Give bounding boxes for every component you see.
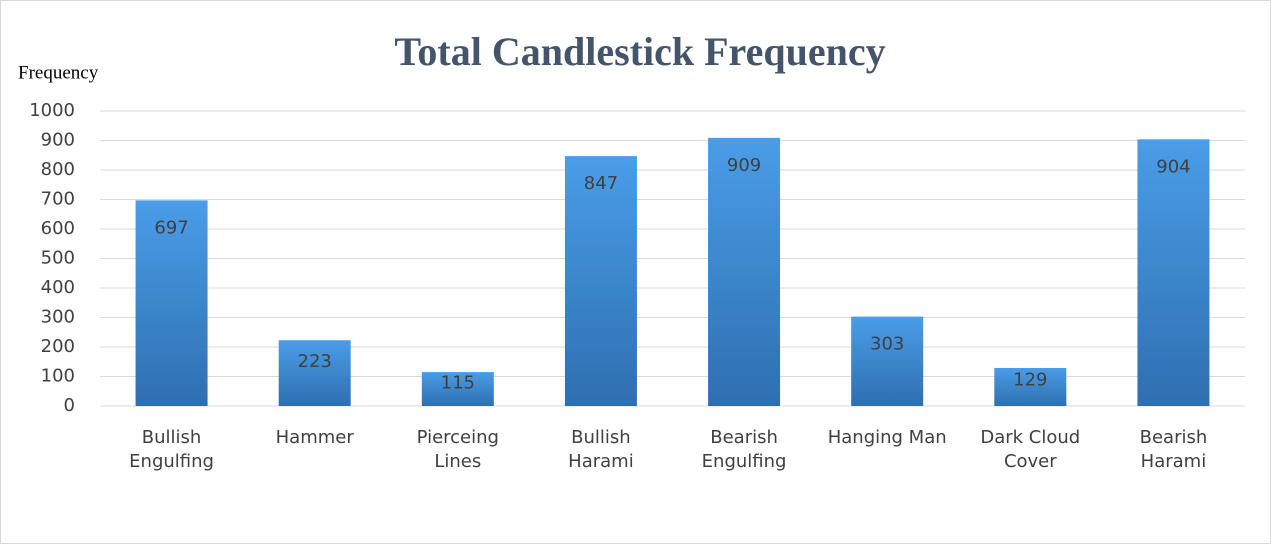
data-label: 115 bbox=[441, 372, 475, 393]
bar bbox=[994, 367, 1067, 406]
bar bbox=[135, 200, 208, 406]
x-tick-label: Bullish Harami bbox=[568, 427, 634, 472]
y-tick-label: 700 bbox=[41, 189, 75, 210]
y-tick-label: 500 bbox=[41, 248, 75, 269]
data-label: 847 bbox=[584, 173, 618, 194]
y-tick-label: 900 bbox=[41, 130, 75, 151]
y-tick-label: 600 bbox=[41, 218, 75, 239]
x-tick-label: Hammer bbox=[275, 427, 354, 448]
x-tick-label: Bearish Harami bbox=[1139, 427, 1208, 472]
data-label: 904 bbox=[1156, 156, 1190, 177]
x-tick-label: Dark Cloud Cover bbox=[980, 427, 1081, 472]
y-tick-label: 300 bbox=[41, 307, 75, 328]
bar bbox=[708, 137, 781, 406]
data-label: 223 bbox=[298, 351, 332, 372]
bar bbox=[564, 156, 637, 406]
x-tick-label: Hanging Man bbox=[827, 427, 947, 448]
data-label: 303 bbox=[870, 334, 904, 355]
y-tick-label: 800 bbox=[41, 159, 75, 180]
y-axis-label: Frequency bbox=[18, 62, 99, 83]
data-label: 697 bbox=[154, 217, 188, 238]
data-label: 129 bbox=[1013, 370, 1047, 391]
x-tick-label: Pierceing Lines bbox=[416, 427, 499, 472]
x-tick-label: Bearish Engulfing bbox=[701, 427, 787, 472]
data-label: 909 bbox=[727, 155, 761, 176]
bar bbox=[421, 372, 494, 406]
y-tick-label: 1000 bbox=[29, 100, 75, 121]
y-tick-label: 400 bbox=[41, 277, 75, 298]
y-tick-label: 200 bbox=[41, 336, 75, 357]
bar bbox=[851, 316, 924, 406]
x-tick-label: Bullish Engulfing bbox=[129, 427, 214, 472]
chart-title: Total Candlestick Frequency bbox=[394, 29, 885, 74]
y-tick-label: 0 bbox=[64, 395, 75, 416]
y-tick-label: 100 bbox=[41, 366, 75, 387]
bar bbox=[278, 340, 351, 406]
bar bbox=[1137, 139, 1210, 406]
